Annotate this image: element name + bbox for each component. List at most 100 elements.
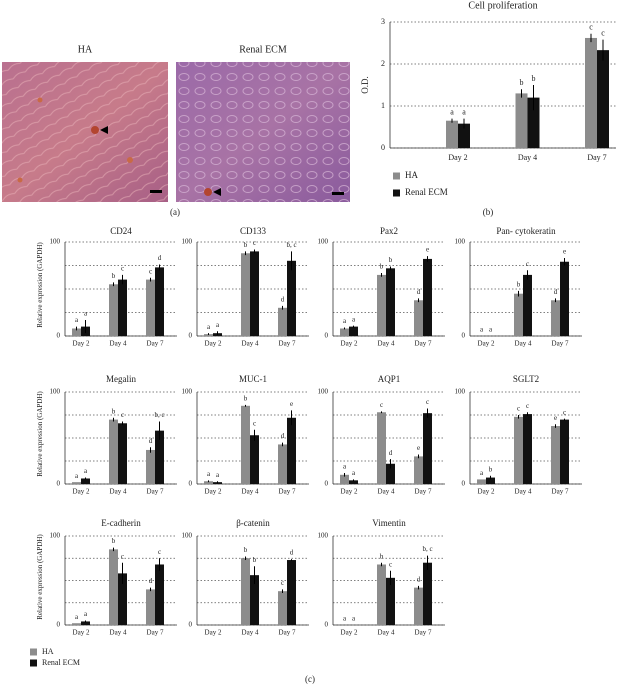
bar bbox=[146, 589, 155, 625]
legend-swatch bbox=[393, 189, 400, 197]
significance-letter: c bbox=[563, 408, 566, 416]
significance-letter: c bbox=[601, 28, 605, 37]
legend-label: HA bbox=[405, 170, 418, 180]
significance-letter: a bbox=[84, 467, 88, 475]
bar bbox=[515, 93, 528, 148]
bar bbox=[118, 423, 127, 484]
significance-letter: e bbox=[417, 444, 420, 452]
bar bbox=[560, 261, 569, 336]
significance-letter: c bbox=[526, 402, 529, 410]
bar bbox=[585, 37, 597, 148]
x-tick-label: Day 4 bbox=[242, 340, 259, 348]
significance-letter: b bbox=[517, 280, 521, 288]
significance-letter: b, c bbox=[286, 241, 296, 249]
y-tick-label: 100 bbox=[318, 532, 329, 540]
significance-letter: a bbox=[480, 469, 484, 477]
image-title: HA bbox=[78, 44, 93, 55]
chart-title: CD133 bbox=[240, 226, 267, 236]
significance-letter: c bbox=[281, 579, 284, 587]
chart-title: β-catenin bbox=[236, 518, 270, 528]
significance-letter: c bbox=[149, 267, 152, 275]
bar bbox=[81, 621, 90, 625]
significance-letter: a bbox=[75, 316, 79, 324]
bar bbox=[155, 430, 164, 484]
x-tick-label: Day 7 bbox=[415, 488, 432, 496]
significance-letter: e bbox=[563, 248, 566, 256]
significance-letter: a bbox=[75, 472, 79, 480]
x-tick-label: Day 4 bbox=[242, 629, 259, 637]
bar bbox=[340, 474, 349, 484]
chart-title: AQP1 bbox=[378, 374, 401, 384]
bar bbox=[287, 560, 296, 625]
bar bbox=[377, 564, 386, 625]
y-tick-label: 3 bbox=[381, 17, 385, 26]
bar bbox=[349, 326, 358, 336]
y-tick-label: 0 bbox=[325, 480, 329, 488]
significance-letter: b bbox=[253, 556, 257, 564]
y-tick-label: 0 bbox=[462, 480, 466, 488]
significance-letter: b bbox=[380, 552, 384, 560]
y-tick-label: 0 bbox=[189, 621, 193, 629]
y-tick-label: 0 bbox=[189, 480, 193, 488]
significance-letter: c bbox=[426, 398, 429, 406]
y-tick-label: 0 bbox=[57, 480, 61, 488]
bar bbox=[551, 300, 560, 336]
x-tick-label: Day 7 bbox=[147, 340, 164, 348]
y-tick-label: 100 bbox=[182, 388, 193, 396]
bar bbox=[109, 284, 118, 336]
x-tick-label: Day 2 bbox=[73, 340, 90, 348]
significance-letter: e bbox=[426, 246, 429, 254]
chart-title: Megalin bbox=[106, 374, 136, 384]
x-tick-label: Day 7 bbox=[279, 488, 296, 496]
chart-title: Vimentin bbox=[372, 518, 406, 528]
x-tick-label: Day 2 bbox=[73, 488, 90, 496]
bar bbox=[155, 564, 164, 625]
legend-swatch bbox=[30, 659, 37, 667]
bar bbox=[414, 300, 423, 336]
y-tick-label: 0 bbox=[381, 143, 385, 152]
significance-letter: c bbox=[121, 552, 124, 560]
bar bbox=[72, 623, 81, 625]
x-tick-label: Day 2 bbox=[205, 488, 222, 496]
bar bbox=[377, 274, 386, 336]
bar bbox=[386, 463, 395, 484]
significance-letter: d bbox=[417, 575, 421, 583]
y-tick-label: 0 bbox=[57, 621, 61, 629]
bar bbox=[486, 477, 495, 484]
bar bbox=[250, 575, 259, 625]
y-tick-label: 0 bbox=[57, 332, 61, 340]
significance-letter: b bbox=[520, 78, 524, 87]
bar bbox=[118, 279, 127, 336]
y-tick-label: 1 bbox=[381, 101, 385, 110]
x-tick-label: Day 2 bbox=[73, 629, 90, 637]
y-tick-label: 100 bbox=[50, 238, 61, 246]
bar bbox=[386, 577, 395, 625]
bar bbox=[278, 591, 287, 625]
x-tick-label: Day 4 bbox=[242, 488, 259, 496]
x-tick-label: Day 2 bbox=[341, 488, 358, 496]
legend-label: Renal ECM bbox=[42, 658, 80, 667]
bar bbox=[458, 123, 470, 148]
bar bbox=[477, 479, 486, 484]
chart-title: Pax2 bbox=[380, 226, 398, 236]
y-tick-label: 0 bbox=[325, 621, 329, 629]
x-tick-label: Day 2 bbox=[341, 629, 358, 637]
significance-letter: a bbox=[480, 326, 484, 334]
legend-swatch bbox=[30, 648, 37, 656]
bar bbox=[146, 449, 155, 484]
significance-letter: c bbox=[589, 23, 593, 32]
x-tick-label: Day 4 bbox=[378, 629, 395, 637]
bar bbox=[250, 435, 259, 484]
x-tick-label: Day 7 bbox=[552, 340, 569, 348]
significance-letter: c bbox=[380, 401, 383, 409]
bar bbox=[340, 328, 349, 336]
x-tick-label: Day 7 bbox=[415, 340, 432, 348]
x-tick-label: Day 7 bbox=[587, 153, 606, 162]
significance-letter: d bbox=[290, 549, 294, 557]
x-tick-label: Day 7 bbox=[415, 629, 432, 637]
significance-letter: b bbox=[532, 74, 536, 83]
x-tick-label: Day 4 bbox=[378, 488, 395, 496]
significance-letter: a bbox=[352, 315, 356, 323]
significance-letter: b bbox=[244, 546, 248, 554]
